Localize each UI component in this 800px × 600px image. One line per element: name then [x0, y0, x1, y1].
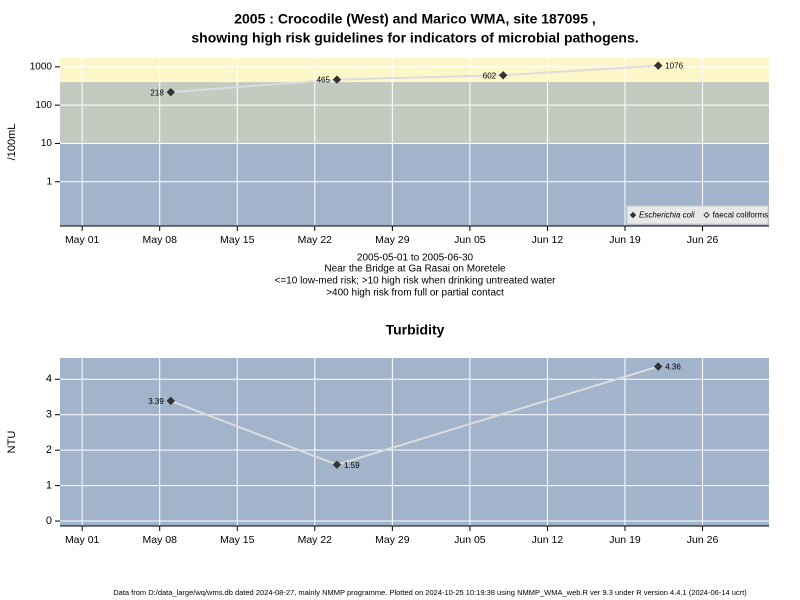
- y-tick-label: 10: [41, 138, 53, 149]
- data-label: 1.59: [344, 461, 360, 470]
- x-tick-label: Jun 26: [687, 234, 719, 246]
- y-tick-label: 3: [46, 409, 52, 421]
- legend-label: Escherichia coli: [639, 211, 695, 220]
- y-tick-label: 1000: [30, 61, 53, 72]
- data-label: 602: [483, 71, 497, 80]
- x-tick-label: May 29: [375, 234, 410, 246]
- x-tick-label: Jun 26: [687, 534, 719, 546]
- note: Near the Bridge at Ga Rasai on Moretele: [324, 264, 506, 275]
- data-point: [332, 460, 342, 469]
- x-tick-label: May 15: [220, 534, 255, 546]
- risk-band: [60, 82, 769, 144]
- x-tick-label: Jun 05: [454, 234, 486, 246]
- data-point: [166, 396, 175, 406]
- x-tick-label: May 15: [220, 234, 255, 246]
- data-point: [166, 87, 175, 97]
- legend-label: faecal coliforms: [713, 211, 769, 220]
- data-label: 465: [317, 76, 331, 85]
- data-label: 4.36: [665, 363, 681, 372]
- note: 2005-05-01 to 2005-06-30: [357, 253, 474, 264]
- y-axis-label: /100mL: [6, 124, 18, 161]
- x-tick-label: May 08: [142, 534, 177, 546]
- x-tick-label: May 29: [375, 534, 410, 546]
- chart-title: 2005 : Crocodile (West) and Marico WMA, …: [234, 11, 596, 27]
- note: <=10 low-med risk; >10 high risk when dr…: [275, 276, 557, 287]
- data-point: [498, 71, 508, 80]
- x-tick-label: Jun 19: [609, 234, 641, 246]
- data-point: [654, 61, 663, 70]
- data-point: [332, 75, 342, 84]
- x-tick-label: Jun 19: [609, 534, 641, 546]
- data-label: 3.39: [148, 397, 164, 406]
- x-tick-label: Jun 12: [532, 534, 564, 546]
- y-tick-label: 100: [35, 100, 52, 111]
- data-label: 218: [150, 88, 164, 97]
- x-tick-label: May 01: [65, 234, 100, 246]
- data-label: 1076: [665, 62, 683, 71]
- chart-title: showing high risk guidelines for indicat…: [191, 30, 638, 46]
- series-line: [170, 64, 659, 94]
- y-tick-label: 1: [46, 176, 52, 187]
- note: >400 high risk from full or partial cont…: [326, 288, 504, 299]
- x-tick-label: May 08: [142, 234, 177, 246]
- y-tick-label: 2: [46, 444, 52, 456]
- x-tick-label: May 22: [298, 534, 333, 546]
- footer: Data from D:/data_large/wq/wms.db dated …: [113, 588, 747, 597]
- y-axis-label: NTU: [6, 431, 18, 454]
- data-point: [654, 362, 663, 371]
- x-tick-label: May 22: [298, 234, 333, 246]
- x-tick-label: Jun 12: [532, 234, 564, 246]
- x-tick-label: May 01: [65, 534, 100, 546]
- y-tick-label: 0: [46, 515, 52, 527]
- legend-box: [626, 205, 769, 225]
- chart-title: Turbidity: [386, 322, 445, 338]
- legend-marker: [703, 211, 710, 219]
- legend-marker: [629, 211, 637, 219]
- y-tick-label: 4: [46, 373, 52, 385]
- x-tick-label: Jun 05: [454, 534, 486, 546]
- y-tick-label: 1: [46, 480, 52, 492]
